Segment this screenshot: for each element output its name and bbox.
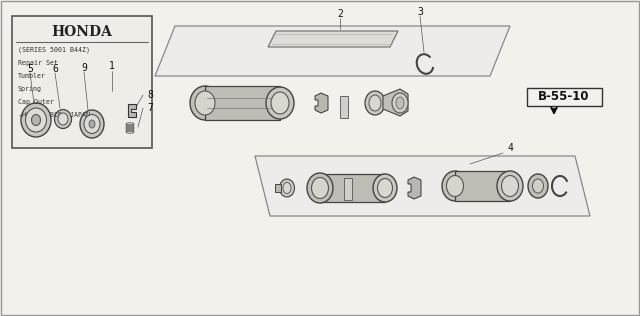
Ellipse shape <box>89 120 95 128</box>
Ellipse shape <box>392 93 408 113</box>
Ellipse shape <box>271 92 289 114</box>
Ellipse shape <box>190 86 220 120</box>
Polygon shape <box>128 104 136 117</box>
Bar <box>205 86 280 120</box>
Polygon shape <box>268 31 398 47</box>
Ellipse shape <box>378 179 392 198</box>
Bar <box>340 96 348 118</box>
Bar <box>455 171 510 201</box>
Polygon shape <box>155 26 510 76</box>
Ellipse shape <box>283 183 291 193</box>
Ellipse shape <box>447 175 463 197</box>
Text: 8: 8 <box>147 90 153 100</box>
Text: 4: 4 <box>507 143 513 153</box>
Polygon shape <box>383 89 408 116</box>
Ellipse shape <box>307 173 333 203</box>
Ellipse shape <box>369 95 381 111</box>
Polygon shape <box>315 93 328 113</box>
Bar <box>527 88 602 106</box>
Ellipse shape <box>26 108 47 132</box>
Ellipse shape <box>195 91 215 115</box>
Text: Repair Set: Repair Set <box>18 60 58 66</box>
Text: 1: 1 <box>109 61 115 71</box>
Polygon shape <box>408 177 421 199</box>
Ellipse shape <box>442 171 468 201</box>
Ellipse shape <box>497 171 523 201</box>
Ellipse shape <box>373 174 397 202</box>
Text: Spring: Spring <box>18 86 42 92</box>
Text: (SERIES 5001 B44Z): (SERIES 5001 B44Z) <box>18 47 90 53</box>
Ellipse shape <box>312 178 328 198</box>
Ellipse shape <box>54 110 72 129</box>
Text: 6: 6 <box>52 64 58 74</box>
Ellipse shape <box>280 179 294 197</box>
Text: 9: 9 <box>81 63 87 73</box>
Text: B-55-10: B-55-10 <box>538 90 589 104</box>
Ellipse shape <box>396 97 404 109</box>
Text: Cap Outer: Cap Outer <box>18 99 54 105</box>
Text: 7: 7 <box>147 103 153 113</box>
Text: 3: 3 <box>417 7 423 17</box>
Bar <box>344 178 352 200</box>
Ellipse shape <box>58 113 68 125</box>
Ellipse shape <box>365 91 385 115</box>
Ellipse shape <box>80 110 104 138</box>
Text: Tumbler: Tumbler <box>18 73 46 79</box>
Bar <box>12 16 152 148</box>
Text: 5: 5 <box>27 64 33 74</box>
Text: -HONDA  BCB  JAPAN: -HONDA BCB JAPAN <box>18 112 90 118</box>
Ellipse shape <box>528 174 548 198</box>
Ellipse shape <box>532 179 543 193</box>
Text: 2: 2 <box>337 9 343 19</box>
Ellipse shape <box>502 175 518 197</box>
Ellipse shape <box>266 87 294 119</box>
Bar <box>320 174 385 202</box>
Polygon shape <box>255 156 590 216</box>
Ellipse shape <box>84 114 100 133</box>
Ellipse shape <box>21 103 51 137</box>
Ellipse shape <box>31 114 40 125</box>
Bar <box>275 184 281 192</box>
Text: HONDA: HONDA <box>52 25 113 39</box>
